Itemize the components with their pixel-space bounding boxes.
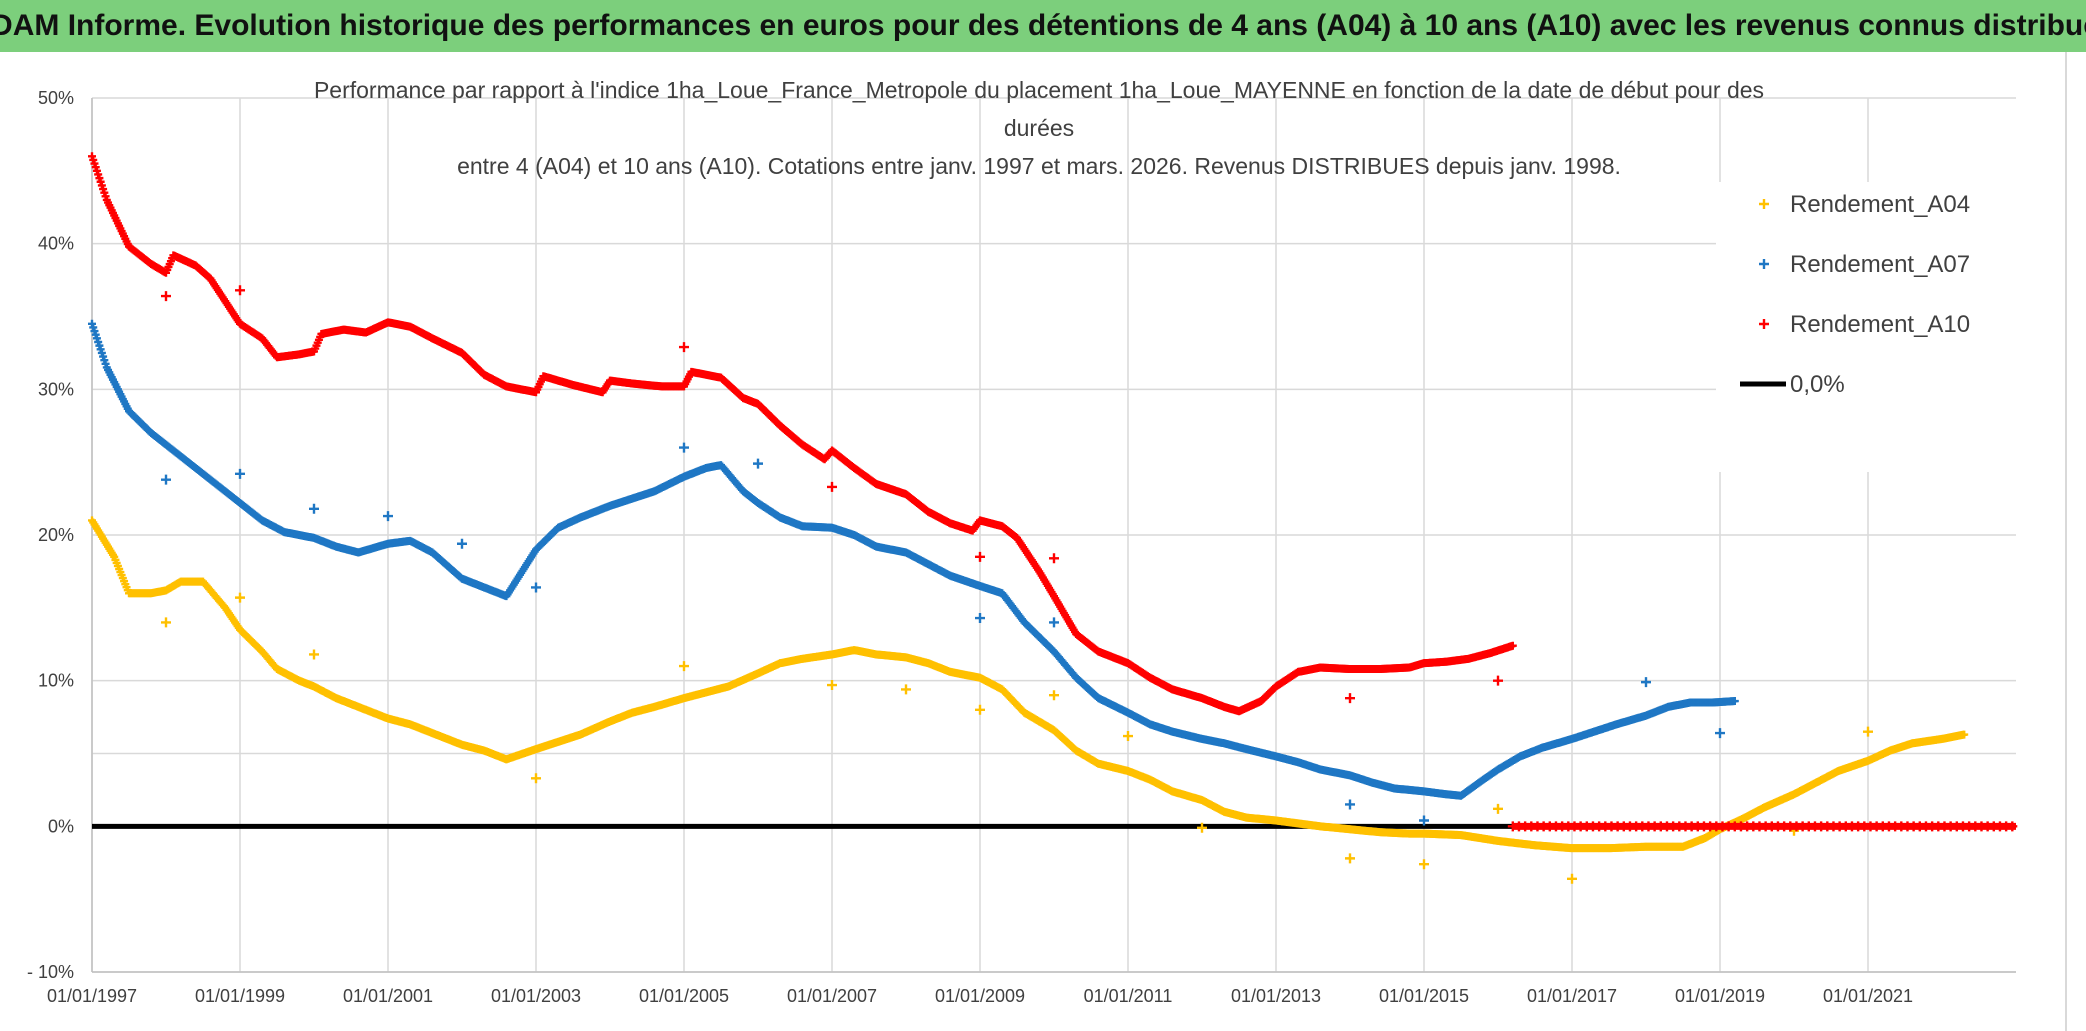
x-tick-label: 01/01/2019 — [1675, 986, 1765, 1006]
series-layer — [88, 152, 2018, 884]
x-tick-label: 01/01/2011 — [1084, 986, 1173, 1006]
y-tick-label: 50% — [38, 88, 74, 108]
data-point-outlier — [1863, 726, 1873, 737]
y-tick-label: - 10% — [27, 962, 74, 982]
x-tick-label: 01/01/2005 — [639, 986, 729, 1006]
data-point-outlier — [1049, 690, 1059, 701]
chart-title-line: entre 4 (A04) et 10 ans (A10). Cotations… — [457, 153, 1621, 179]
y-tick-label: 30% — [38, 379, 74, 399]
performance-chart: - 10% 0% 10% 20% 30% 40% 50% 01/01/1997 01/01/19… — [0, 52, 2086, 1031]
chart-title-line: durées — [1004, 115, 1074, 141]
x-tick-label: 01/01/2003 — [491, 986, 581, 1006]
x-tick-label: 01/01/2021 — [1823, 986, 1913, 1006]
data-point — [1960, 730, 1969, 739]
data-point-outlier — [1123, 731, 1133, 742]
series-Rendement_A07 — [88, 319, 1739, 826]
x-tick-label: 01/01/2001 — [343, 986, 433, 1006]
data-point-outlier — [679, 661, 689, 672]
x-tick-label: 01/01/2015 — [1379, 986, 1469, 1006]
legend-label: Rendement_A10 — [1790, 311, 1970, 338]
chart-title-line: Performance par rapport à l'indice 1ha_L… — [314, 77, 1764, 103]
x-tick-label: 01/01/2017 — [1527, 986, 1617, 1006]
data-point-outlier — [827, 680, 837, 691]
legend-label-zero: 0,0% — [1790, 371, 1845, 398]
data-point-outlier — [531, 773, 541, 784]
x-tick-label: 01/01/2009 — [935, 986, 1025, 1006]
series-Rendement_A04 — [88, 516, 1969, 884]
y-tick-label: 40% — [38, 234, 74, 254]
chart-legend: Rendement_A04 Rendement_A07 Rendement_A10 0… — [1716, 182, 2016, 472]
y-tick-label: 0% — [48, 816, 74, 836]
data-point-outlier — [309, 649, 319, 660]
data-point-outlier — [161, 617, 171, 628]
data-point-outlier — [1419, 859, 1429, 870]
data-point-outlier — [235, 592, 245, 603]
x-tick-label: 01/01/1999 — [195, 986, 285, 1006]
data-point-outlier — [901, 684, 911, 695]
y-tick-label: 20% — [38, 525, 74, 545]
x-tick-label: 01/01/1997 — [47, 986, 137, 1006]
legend-label: Rendement_A07 — [1790, 251, 1970, 278]
data-point-outlier — [1493, 803, 1503, 814]
y-tick-label: 10% — [38, 671, 74, 691]
x-tick-label: 01/01/2007 — [787, 986, 877, 1006]
data-point-outlier — [1345, 853, 1355, 864]
legend-label: Rendement_A04 — [1790, 191, 1970, 218]
data-point-outlier — [1197, 822, 1207, 833]
x-tick-label: 01/01/2013 — [1231, 986, 1321, 1006]
data-point-outlier — [1567, 873, 1577, 884]
data-point-outlier — [975, 704, 985, 715]
report-banner-title: ADAM Informe. Evolution historique des p… — [0, 0, 2086, 52]
